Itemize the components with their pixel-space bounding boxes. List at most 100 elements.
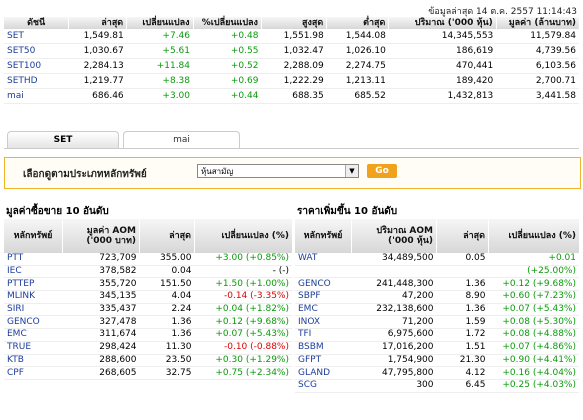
aom-value: 355,720 xyxy=(62,277,140,292)
go-button[interactable]: Go xyxy=(367,164,397,178)
stock-symbol[interactable]: EMC xyxy=(295,303,352,317)
table-row-continued: (+25.00%) xyxy=(295,265,579,279)
stock-symbol[interactable]: TFI xyxy=(295,328,352,342)
price-change: +0.08 (+4.88%) xyxy=(488,328,579,342)
table-row: EMC 232,138,600 1.36 +0.07 (+5.43%) xyxy=(295,303,579,317)
col-volume: ปริมาณ ('000 หุ้น) xyxy=(388,17,497,29)
table-row: GENCO 241,448,300 1.36 +0.12 (+9.68%) xyxy=(295,277,579,292)
index-volume: 1,432,813 xyxy=(388,88,497,104)
table-row: BSBM 17,016,200 1.51 +0.07 (+4.86%) xyxy=(295,341,579,355)
index-low: 1,213.11 xyxy=(326,73,389,89)
price-change: +1.50 (+1.00%) xyxy=(194,277,292,292)
top-value-table: หลักทรัพย์ มูลค่า AOM ('000 บาท) ล่าสุด … xyxy=(4,219,292,380)
stock-symbol[interactable]: SIRI xyxy=(4,303,63,317)
index-value: 2,700.71 xyxy=(496,73,579,89)
top-gainers-table: หลักทรัพย์ ปริมาณ AOM ('000 หุ้น) ล่าสุด… xyxy=(295,219,579,393)
tab-set[interactable]: SET xyxy=(7,131,119,149)
selector-label: เลือกดูตามประเภทหลักทรัพย์ xyxy=(23,169,147,180)
index-name[interactable]: mai xyxy=(4,88,69,104)
last-price: 1.36 xyxy=(139,315,195,330)
stock-symbol[interactable]: MLINK xyxy=(4,290,63,304)
aom-value: 378,582 xyxy=(62,265,140,279)
aom-value: 268,605 xyxy=(62,366,140,380)
index-row: SET100 2,284.13 +11.84 +0.52 2,288.09 2,274.7… xyxy=(4,58,579,74)
table-row: MLINK 345,135 4.04 -0.14 (-3.35%) xyxy=(4,290,292,304)
index-table: ดัชนี ล่าสุด เปลี่ยนแปลง %เปลี่ยนแปลง สู… xyxy=(4,17,579,104)
stock-symbol[interactable]: SBPF xyxy=(295,290,352,304)
table-row: GFPT 1,754,900 21.30 +0.90 (+4.41%) xyxy=(295,354,579,368)
stock-symbol[interactable]: EMC xyxy=(4,328,63,342)
index-pct-change: +0.55 xyxy=(193,43,262,59)
last-updated: ข้อมูลล่าสุด 14 ต.ค. 2557 11:14:43 xyxy=(428,7,577,17)
index-high: 688.35 xyxy=(261,88,327,104)
col-change: เปลี่ยนแปลง xyxy=(126,17,194,29)
stock-symbol[interactable]: BSBM xyxy=(295,341,352,355)
stock-symbol[interactable]: CPF xyxy=(4,366,63,380)
aom-value: 345,135 xyxy=(62,290,140,304)
stock-symbol[interactable]: IEC xyxy=(4,265,63,279)
last-price: 1.36 xyxy=(436,303,489,317)
col-pct-change: %เปลี่ยนแปลง xyxy=(192,17,262,29)
price-change: +0.08 (+5.30%) xyxy=(488,315,579,330)
price-change: +3.00 (+0.85%) xyxy=(194,253,292,266)
last-price: 8.90 xyxy=(436,290,489,304)
security-type-dropdown[interactable]: หุ้นสามัญ ▼ xyxy=(197,164,359,178)
aom-volume: 241,448,300 xyxy=(351,277,437,292)
chevron-down-icon[interactable]: ▼ xyxy=(345,165,358,177)
last-price: 23.50 xyxy=(139,354,195,368)
index-value: 4,739.56 xyxy=(496,43,579,59)
price-change: +0.16 (+4.04%) xyxy=(488,366,579,380)
table-row: TFI 6,975,600 1.72 +0.08 (+4.88%) xyxy=(295,328,579,342)
stock-symbol[interactable]: INOX xyxy=(295,315,352,330)
index-row: mai 686.46 +3.00 +0.44 688.35 685.52 1,432,813… xyxy=(4,88,579,104)
stock-symbol[interactable]: TRUE xyxy=(4,341,63,355)
tab-mai[interactable]: mai xyxy=(123,131,240,149)
aom-volume: 71,200 xyxy=(351,315,437,330)
aom-value: 288,600 xyxy=(62,354,140,368)
table-row: SCG 300 6.45 +0.25 (+4.03%) xyxy=(295,379,579,393)
aom-value: 723,709 xyxy=(62,253,140,266)
index-last: 686.46 xyxy=(68,88,127,104)
aom-volume: 47,200 xyxy=(351,290,437,304)
index-name[interactable]: SET xyxy=(4,29,69,44)
table-row: IEC 378,582 0.04- (-) xyxy=(4,265,292,279)
index-name[interactable]: SET100 xyxy=(4,58,69,74)
aom-value: 311,674 xyxy=(62,328,140,342)
col-aom-value: มูลค่า AOM ('000 บาท) xyxy=(62,219,140,253)
table-row: SIRI 335,437 2.24 +0.04 (+1.82%) xyxy=(4,303,292,317)
stock-symbol[interactable]: GFPT xyxy=(295,354,352,368)
index-name[interactable]: SET50 xyxy=(4,43,69,59)
last-price: 1.51 xyxy=(436,341,489,355)
col-high: สูงสุด xyxy=(260,17,327,29)
last-price: 21.30 xyxy=(436,354,489,368)
price-change: -0.14 (-3.35%) xyxy=(194,290,292,304)
stock-symbol[interactable]: GENCO xyxy=(295,277,352,292)
stock-symbol[interactable]: KTB xyxy=(4,354,63,368)
stock-symbol[interactable]: PTT xyxy=(4,253,63,266)
last-price: 4.04 xyxy=(139,290,195,304)
stock-symbol[interactable]: GLAND xyxy=(295,366,352,380)
index-change: +8.38 xyxy=(126,73,194,89)
index-value: 11,579.84 xyxy=(496,29,579,44)
stock-symbol[interactable]: WAT xyxy=(295,253,352,266)
col-index: ดัชนี xyxy=(27,18,46,28)
index-name[interactable]: SETHD xyxy=(4,73,69,89)
col-last: ล่าสุด xyxy=(68,17,127,29)
col-low: ต่ำสุด xyxy=(326,17,389,29)
price-change: +0.12 (+9.68%) xyxy=(488,277,579,292)
index-change: +3.00 xyxy=(126,88,194,104)
price-change: +0.30 (+1.29%) xyxy=(194,354,292,368)
table-row: KTB 288,600 23.50 +0.30 (+1.29%) xyxy=(4,354,292,368)
last-price: 151.50 xyxy=(139,277,195,292)
stock-symbol[interactable]: PTTEP xyxy=(4,277,63,292)
aom-volume: 6,975,600 xyxy=(351,328,437,342)
index-table-header: ดัชนี ล่าสุด เปลี่ยนแปลง %เปลี่ยนแปลง สู… xyxy=(4,17,579,29)
dropdown-value: หุ้นสามัญ xyxy=(201,167,234,176)
last-price: 4.12 xyxy=(436,366,489,380)
stock-symbol[interactable]: SCG xyxy=(295,379,352,393)
index-pct-change: +0.44 xyxy=(193,88,262,104)
stock-symbol[interactable]: GENCO xyxy=(4,315,63,330)
index-low: 2,274.75 xyxy=(326,58,389,74)
index-change: +11.84 xyxy=(126,58,194,74)
col-aom-volume: ปริมาณ AOM ('000 หุ้น) xyxy=(351,219,437,253)
